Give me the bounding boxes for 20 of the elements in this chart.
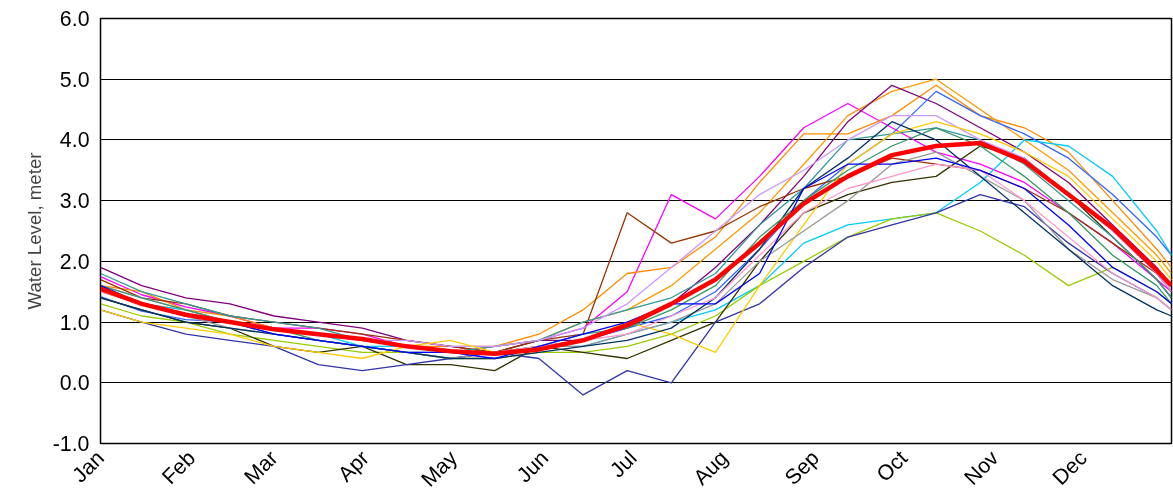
x-tick-label: Oct [871,445,913,487]
x-tick-label: Mar [239,446,283,489]
x-tick-label: Nov [959,445,1004,490]
x-tick-label: Aug [688,446,733,490]
x-tick-label: Apr [333,446,374,487]
y-axis-title: Water Level, meter [23,152,45,310]
y-tick-label: 6.0 [59,7,90,31]
x-tick-label: Feb [157,446,201,489]
y-tick-label: 2.0 [59,249,90,274]
y-tick-label: 4.0 [59,128,90,153]
y-tick-label: -1.0 [52,432,90,456]
x-tick-label: May [416,445,463,492]
y-tick-label: 0.0 [59,371,90,396]
x-tick-label: Jun [511,446,554,488]
x-tick-label: Jul [605,446,642,483]
x-tick-label: Sep [780,446,824,490]
y-tick-label: 3.0 [59,189,90,214]
y-tick-label: 1.0 [59,310,90,335]
x-tick-label: Dec [1047,445,1092,490]
y-tick-label: 5.0 [59,67,90,92]
